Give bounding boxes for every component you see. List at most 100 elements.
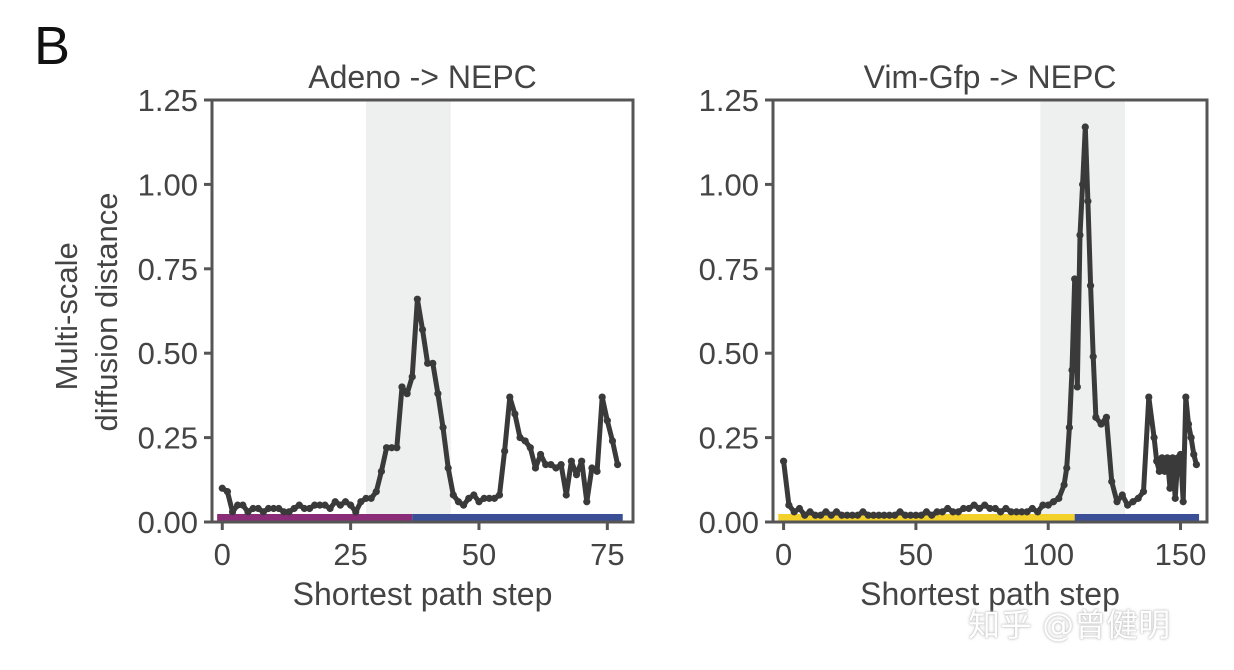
data-point: [1192, 461, 1201, 469]
data-point: [516, 434, 524, 442]
data-point: [1018, 508, 1026, 516]
data-point: [965, 504, 973, 513]
data-point: [1161, 467, 1169, 475]
data-point: [572, 471, 581, 479]
data-point: [1134, 494, 1142, 502]
data-point: [843, 511, 851, 519]
data-point: [970, 501, 978, 509]
data-point: [608, 437, 617, 445]
data-point: [531, 464, 540, 472]
data-point: [418, 325, 427, 334]
y-tick-label: 1.00: [138, 167, 198, 202]
y-tick-label: 0.50: [138, 336, 198, 371]
data-point: [470, 491, 478, 499]
data-point: [1184, 420, 1193, 428]
data-point: [854, 511, 862, 519]
data-point: [388, 444, 396, 452]
data-point: [377, 467, 386, 475]
data-point: [223, 488, 232, 496]
x-tick-label: 50: [899, 537, 933, 572]
x-tick-label: 75: [590, 537, 624, 572]
data-point: [1129, 498, 1137, 506]
data-point: [228, 508, 237, 516]
data-point: [244, 508, 252, 516]
data-point: [986, 504, 994, 513]
data-point: [588, 464, 596, 472]
data-point: [938, 508, 946, 516]
data-point: [1190, 450, 1198, 459]
data-point: [234, 501, 242, 509]
data-point: [485, 494, 493, 502]
data-point: [996, 508, 1005, 516]
plot-frame: [771, 98, 1209, 524]
data-point: [603, 417, 611, 425]
data-point: [1118, 491, 1126, 499]
data-point: [547, 461, 555, 469]
data-point: [1023, 508, 1031, 516]
panel-title: Adeno -> NEPC: [308, 59, 537, 95]
panel-label: B: [34, 16, 70, 76]
data-point: [270, 504, 278, 513]
data-point: [901, 511, 909, 519]
data-point: [598, 393, 606, 401]
data-point: [567, 457, 575, 465]
data-point: [859, 508, 867, 516]
data-point: [801, 511, 809, 519]
data-point: [311, 501, 319, 509]
data-point: [352, 508, 360, 516]
data-point: [341, 498, 350, 506]
data-point: [429, 359, 437, 367]
data-point: [454, 498, 463, 506]
state-bar-segment-blue: [412, 514, 623, 521]
y-axis-label-line-1: Multi-scale: [49, 242, 84, 390]
y-tick-label: 0.00: [138, 505, 198, 540]
data-point: [1063, 464, 1071, 472]
series-line: [781, 124, 1199, 518]
data-point: [321, 501, 329, 509]
data-point: [305, 504, 314, 513]
data-point: [295, 501, 303, 509]
data-point: [434, 390, 442, 398]
data-point: [1081, 123, 1089, 131]
data-point: [439, 423, 447, 432]
plot-frame: [210, 98, 635, 524]
data-point: [239, 501, 247, 509]
data-point: [449, 491, 457, 499]
data-point: [490, 494, 498, 502]
data-point: [1084, 197, 1092, 205]
data-point: [444, 464, 452, 472]
x-tick-label: 150: [1155, 537, 1207, 572]
data-point: [1182, 393, 1190, 401]
data-point: [817, 511, 825, 519]
data-point: [578, 457, 586, 465]
data-point: [259, 508, 267, 516]
data-point: [542, 461, 550, 469]
data-point: [506, 393, 514, 401]
data-point: [875, 511, 883, 519]
data-point: [880, 511, 888, 519]
data-point: [811, 511, 819, 519]
state-bar-segment-purple: [217, 514, 413, 521]
data-point: [475, 498, 483, 506]
data-point: [459, 501, 468, 509]
data-point: [832, 508, 841, 516]
y-tick-label: 1.00: [699, 167, 759, 202]
data-point: [1079, 180, 1087, 188]
data-point: [1012, 508, 1021, 516]
data-point: [1002, 504, 1010, 513]
y-tick-label: 0.25: [699, 421, 759, 456]
x-axis-label: Shortest path step: [860, 576, 1120, 612]
data-point: [495, 491, 504, 499]
data-point: [300, 504, 309, 513]
data-point: [526, 444, 534, 452]
panel-title: Vim-Gfp -> NEPC: [864, 59, 1117, 95]
data-point: [557, 461, 565, 469]
y-axis-label-line-2: diffusion distance: [89, 193, 124, 432]
data-point: [912, 511, 920, 519]
data-point: [1049, 498, 1058, 506]
state-bar-segment-blue: [1074, 514, 1200, 521]
data-point: [922, 508, 931, 516]
y-tick-label: 0.25: [138, 421, 198, 456]
data-point: [562, 491, 570, 499]
data-point: [1073, 383, 1081, 391]
